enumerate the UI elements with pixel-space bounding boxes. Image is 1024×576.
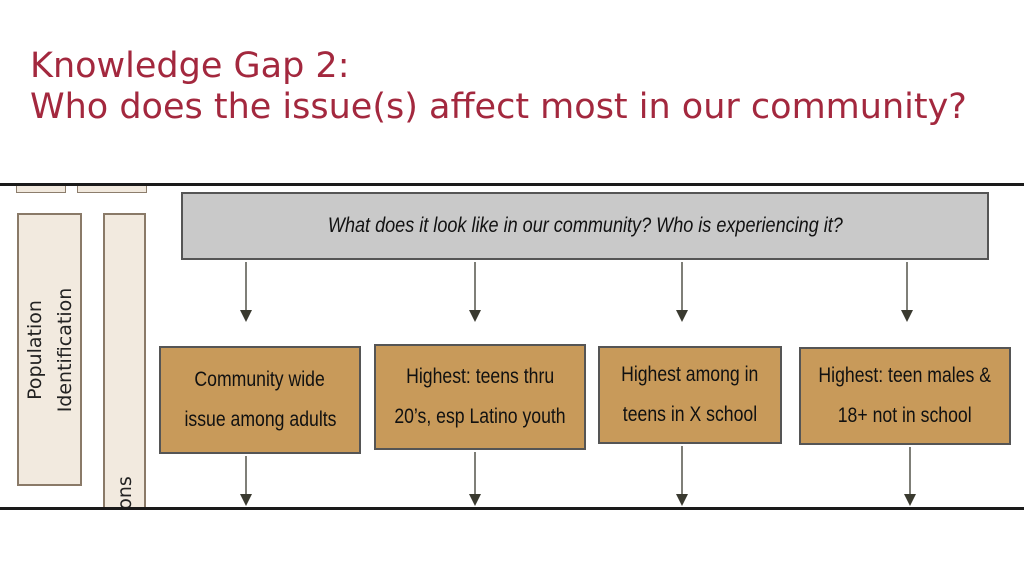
slide-title-line-2: Who does the issue(s) affect most in our… xyxy=(30,87,967,127)
finding-box-line: Community wide xyxy=(194,368,326,391)
arrow-head-icon xyxy=(240,494,252,506)
arrow-head-icon xyxy=(676,310,688,322)
arrow-head-icon xyxy=(901,310,913,322)
finding-box-x-school: Highest among in teens in X school xyxy=(598,346,782,444)
finding-box-teen-males: Highest: teen males & 18+ not in school xyxy=(799,347,1011,445)
question-header-text: What does it look like in our community?… xyxy=(327,214,843,237)
population-identification-column: Population Identification xyxy=(17,213,82,486)
question-header-box: What does it look like in our community?… xyxy=(181,192,989,260)
arrow-head-icon xyxy=(676,494,688,506)
cropped-cell-right xyxy=(77,186,147,193)
finding-box-line: issue among adults xyxy=(183,408,336,431)
finding-box-line: Highest among in xyxy=(621,363,759,386)
slide-title-line-1: Knowledge Gap 2: xyxy=(30,46,350,86)
finding-box-teens-latino: Highest: teens thru 20’s, esp Latino you… xyxy=(374,344,586,450)
finding-box-line: Highest: teen males & xyxy=(818,364,992,387)
finding-box-line: teens in X school xyxy=(622,403,758,426)
bottom-divider-line xyxy=(0,507,1024,510)
cropped-side-column: ons xyxy=(103,213,146,508)
arrow-head-icon xyxy=(469,494,481,506)
finding-box-line: 20’s, esp Latino youth xyxy=(394,405,566,428)
finding-box-community-wide: Community wide issue among adults xyxy=(159,346,361,454)
finding-box-line: 18+ not in school xyxy=(838,404,972,427)
top-divider-line xyxy=(0,183,1024,186)
arrow-head-icon xyxy=(240,310,252,322)
arrow-head-icon xyxy=(469,310,481,322)
finding-box-line: Highest: teens thru xyxy=(405,365,555,388)
cropped-cell-left xyxy=(16,186,66,193)
arrow-head-icon xyxy=(904,494,916,506)
